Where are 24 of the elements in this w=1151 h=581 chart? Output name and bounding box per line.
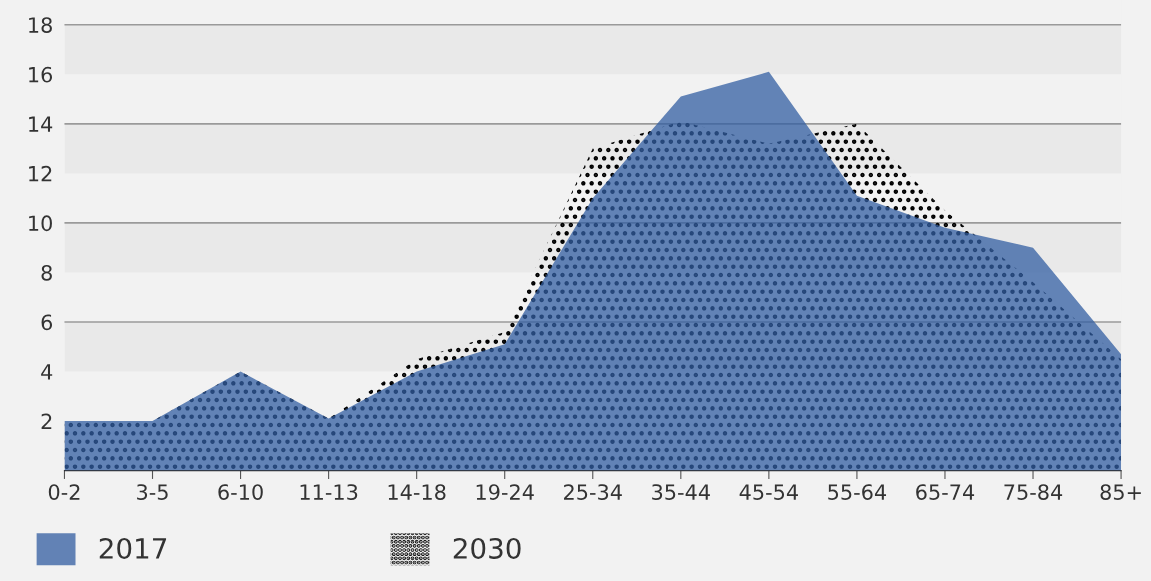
x-tick-label: 75-84 [1004,484,1063,500]
x-tick-label: 14-18 [388,484,446,500]
x-tick-label: 11-13 [300,484,358,500]
x-tick-label: 25-34 [564,484,622,500]
x-tick-label: 35-44 [652,484,710,500]
y-tick-label: 16 [29,66,53,83]
y-tick-label: 4 [41,364,53,380]
y-tick-label: 14 [29,116,53,132]
legend-label: 2017 [99,537,167,559]
x-tick-label: 3-5 [137,484,168,500]
y-tick-label: 10 [29,215,52,232]
x-tick-label: 6-10 [218,484,263,500]
y-tick-label: 18 [29,17,52,33]
y-tick-label: 12 [29,165,52,182]
x-tick-label: 19-24 [476,484,534,500]
y-tick-label: 6 [41,314,53,331]
x-tick-label: 65-74 [916,484,975,500]
x-tick-label: 55-64 [828,484,887,500]
x-tick-label: 45-54 [739,484,798,500]
y-tick-label: 2 [41,413,52,429]
x-tick-label: 0-2 [48,484,80,500]
text: 2030 [453,537,521,559]
x-tick-label: 85+ [1100,484,1141,500]
y-tick-label: 8 [41,264,52,281]
